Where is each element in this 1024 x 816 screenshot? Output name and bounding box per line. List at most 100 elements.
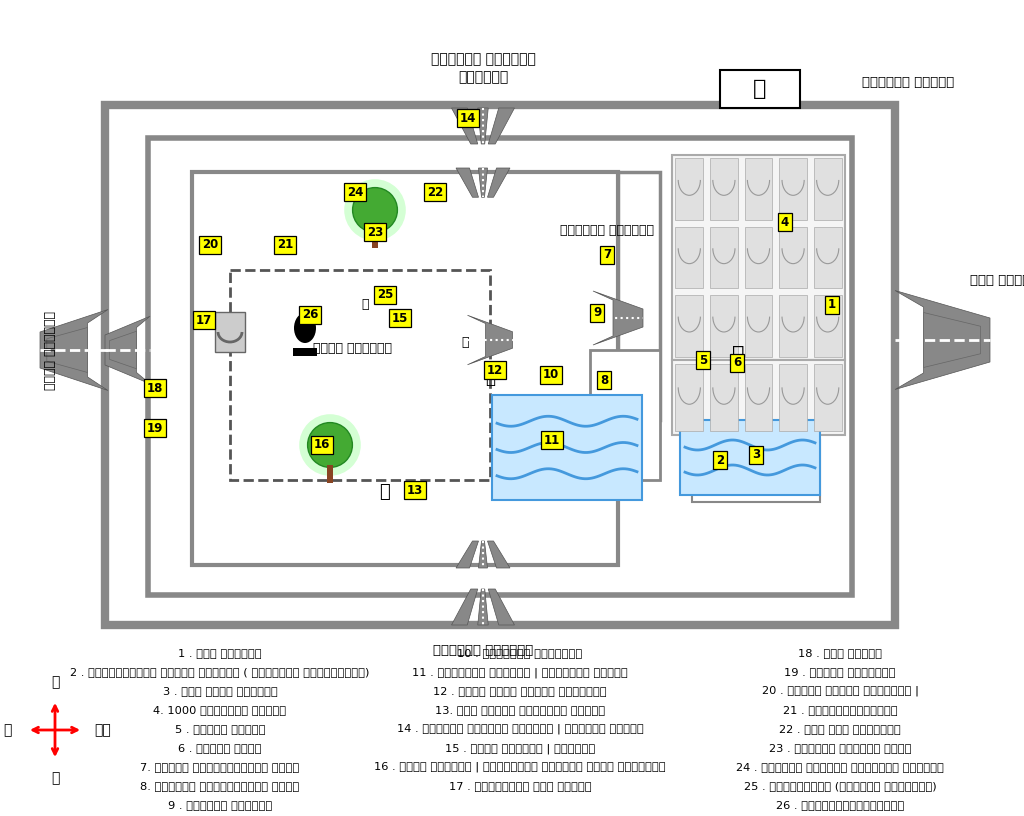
Text: 5: 5 (698, 353, 708, 366)
Text: ఉ: ఉ (51, 675, 59, 689)
Bar (293, 348, 317, 356)
Text: 6: 6 (733, 357, 741, 370)
Text: రుక్కు సమాధి: రుక్కు సమాధి (862, 76, 954, 88)
Bar (372, 229, 378, 247)
Polygon shape (40, 309, 108, 391)
Polygon shape (456, 541, 478, 568)
Bar (676, 227, 703, 288)
Text: 🐑: 🐑 (361, 299, 369, 312)
Text: 22 . పంచ భూత లింగాలు: 22 . పంచ భూత లింగాలు (779, 724, 901, 734)
Bar (720, 70, 800, 108)
Text: 18 . పాద మండపం: 18 . పాద మండపం (798, 648, 882, 658)
Text: 9: 9 (593, 307, 601, 320)
Ellipse shape (344, 180, 406, 241)
Ellipse shape (307, 423, 352, 468)
Text: 21 . చిత్రగుప్తుడు: 21 . చిత్రగుప్తుడు (782, 705, 897, 715)
Text: 7: 7 (603, 249, 611, 261)
Polygon shape (478, 168, 487, 197)
Polygon shape (488, 589, 514, 625)
Text: 24: 24 (347, 185, 364, 198)
Text: 23: 23 (367, 225, 383, 238)
Text: 16: 16 (313, 438, 330, 451)
Bar (105, 105, 895, 625)
Polygon shape (487, 168, 510, 197)
Text: దక్షిణ గోపురం: దక్షిణ గోపురం (433, 644, 534, 657)
Text: 26: 26 (302, 308, 318, 322)
Polygon shape (105, 317, 150, 384)
Text: 🧘: 🧘 (485, 369, 495, 387)
Bar (230, 270, 490, 480)
Text: 3: 3 (752, 449, 760, 462)
Text: 19: 19 (146, 422, 163, 434)
Text: 23 . పిడారి అమ్మన్ ఆలయం: 23 . పిడారి అమ్మన్ ఆలయం (769, 743, 911, 753)
Polygon shape (487, 541, 510, 568)
Polygon shape (488, 108, 514, 144)
Bar (814, 295, 842, 357)
Bar (779, 158, 807, 220)
Bar (779, 227, 807, 288)
Text: 4. 1000 స్తంభాల మండపం: 4. 1000 స్తంభాల మండపం (154, 705, 287, 715)
Bar (672, 360, 845, 435)
Text: 2 . స్తంభోద్భవ కుమార స్వామి ( కంబట్టు ఇలియానార్): 2 . స్తంభోద్భవ కుమార స్వామి ( కంబట్టు ఇల… (71, 667, 370, 677)
Text: 🐃: 🐃 (732, 345, 744, 365)
Bar (680, 420, 820, 495)
Polygon shape (924, 313, 981, 367)
Bar (744, 364, 772, 431)
Text: అమ్మని అమ్మన్
గోపురం: అమ్మని అమ్మన్ గోపురం (430, 51, 536, 84)
Polygon shape (478, 541, 487, 568)
Text: 4: 4 (781, 215, 790, 228)
Bar (744, 295, 772, 357)
Text: 🐄: 🐄 (380, 483, 390, 501)
Polygon shape (110, 331, 136, 369)
Text: 6 . పెద్ద నంది: 6 . పెద్ద నంది (178, 743, 262, 753)
Text: 🐘: 🐘 (754, 79, 767, 99)
Polygon shape (895, 290, 990, 389)
Bar (676, 364, 703, 431)
Text: 22: 22 (427, 185, 443, 198)
Bar (672, 155, 845, 360)
Text: పేయి గోపురం: పేయి గోపురం (43, 311, 56, 389)
Text: 9 . భల్లాల గోపురం: 9 . భల్లాల గోపురం (168, 800, 272, 810)
Bar (779, 295, 807, 357)
Bar (492, 395, 642, 500)
Text: 19 . స్థూల సూక్ష్మ: 19 . స్థూల సూక్ష్మ (784, 667, 896, 677)
Bar (676, 158, 703, 220)
Bar (676, 295, 703, 357)
Text: 18: 18 (146, 382, 163, 394)
Polygon shape (452, 589, 478, 625)
Text: 8: 8 (600, 374, 608, 387)
Text: 11: 11 (544, 433, 560, 446)
Text: 20: 20 (202, 238, 218, 251)
Bar (744, 227, 772, 288)
Text: 13: 13 (407, 484, 423, 496)
Text: 24 . పిడారి అమ్మన్ ఎదురుగా చెట్టు: 24 . పిడారి అమ్మన్ ఎదురుగా చెట్టు (736, 762, 944, 772)
Bar (710, 364, 737, 431)
Bar (327, 464, 333, 482)
Bar (710, 295, 737, 357)
Text: 20 . అపితా కుచంబ సన్నిధి |: 20 . అపితా కుచంబ సన్నిధి | (762, 686, 919, 697)
Bar (148, 138, 852, 595)
Text: 16 . వకుళ వృక్షం | తొమ్మిది గోపురం వ్యూ పాయింట్: 16 . వకుళ వృక్షం | తొమ్మిది గోపురం వ్యూ … (374, 762, 666, 773)
Text: 15: 15 (392, 312, 409, 325)
Bar (814, 227, 842, 288)
Bar (779, 364, 807, 431)
Text: 17: 17 (196, 313, 212, 326)
Polygon shape (456, 168, 478, 197)
Bar (590, 350, 660, 480)
Text: 21: 21 (276, 238, 293, 251)
Text: 5 . పాతాళ లింగం: 5 . పాతాళ లింగం (175, 724, 265, 734)
Text: 2: 2 (716, 454, 724, 467)
Ellipse shape (294, 313, 316, 343)
Polygon shape (593, 291, 643, 345)
Text: 1: 1 (828, 299, 836, 312)
Text: 7. గోపుర సుబ్రహ్మణ్య ఆలయం: 7. గోపుర సుబ్రహ్మణ్య ఆలయం (140, 762, 300, 772)
Text: 17 . అరుణగిరి నాధ మండపం: 17 . అరుణగిరి నాధ మండపం (449, 781, 591, 791)
Polygon shape (468, 315, 512, 365)
Text: 25 . సుబ్రమణ్య (పిచాయ్ ఇళయనార్): 25 . సుబ్రమణ్య (పిచాయ్ ఇళయనార్) (743, 781, 936, 791)
Bar (193, 172, 618, 565)
Text: ఖిలి గోపురం: ఖిలి గోపురం (313, 342, 392, 354)
Ellipse shape (352, 188, 397, 233)
Text: భల్లాల గోపురం: భల్లాల గోపురం (560, 224, 654, 237)
Text: 3 . శివ గంగా తీర్థం: 3 . శివ గంగా తీర్థం (163, 686, 278, 696)
Text: 12: 12 (486, 363, 503, 376)
